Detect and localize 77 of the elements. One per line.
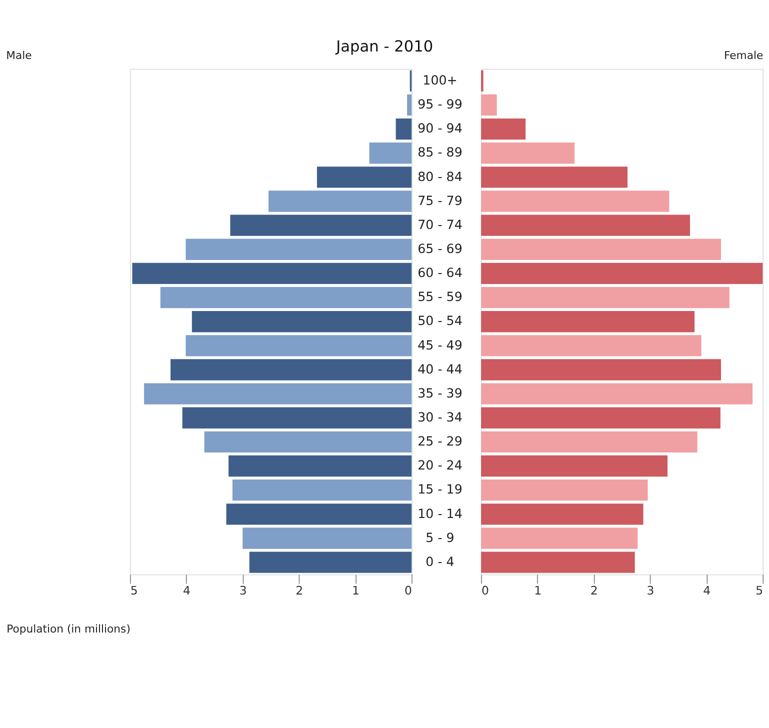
y-tick-label: 90 - 94 — [418, 120, 462, 136]
bar — [481, 238, 722, 260]
bar — [481, 118, 526, 140]
bar — [481, 335, 702, 356]
y-tick-label: 75 - 79 — [418, 192, 462, 208]
bar — [481, 455, 668, 477]
bar — [396, 118, 412, 140]
bar — [481, 528, 638, 549]
bar — [481, 407, 720, 428]
bar — [242, 528, 412, 549]
y-tick-label: 95 - 99 — [418, 96, 462, 112]
y-tick-label: 35 - 39 — [418, 385, 462, 400]
bar — [481, 552, 635, 573]
bar — [481, 480, 648, 501]
bar — [170, 359, 412, 380]
y-tick-label: 30 - 34 — [418, 409, 462, 424]
bar — [481, 190, 670, 212]
bar — [481, 262, 763, 284]
bar — [481, 142, 575, 164]
x-tick-label: 1 — [534, 584, 542, 598]
x-tick-label: 5 — [756, 584, 764, 598]
bar — [481, 94, 497, 116]
bar — [186, 238, 412, 260]
x-tick-label: 1 — [352, 584, 360, 598]
y-tick-label: 70 - 74 — [418, 216, 462, 232]
bar — [232, 480, 412, 501]
bar — [481, 166, 628, 188]
y-tick-label: 50 - 54 — [418, 313, 462, 328]
x-tick-label: 3 — [646, 584, 654, 598]
y-tick-label: 85 - 89 — [418, 144, 462, 160]
x-tick-label: 2 — [296, 584, 304, 598]
bar — [481, 383, 753, 404]
x-tick-label: 2 — [590, 584, 598, 598]
x-tick-label: 5 — [130, 584, 138, 598]
bar — [160, 286, 412, 308]
y-tick-label: 40 - 44 — [418, 361, 462, 376]
bar — [407, 94, 412, 116]
bar — [481, 311, 695, 332]
text: Female — [724, 48, 764, 62]
y-tick-label: 5 - 9 — [426, 530, 454, 545]
bar — [268, 190, 412, 212]
bar — [192, 311, 412, 332]
x-tick-label: 4 — [703, 584, 711, 598]
bar — [226, 504, 412, 525]
bar — [186, 335, 412, 356]
y-tick-label: 10 - 14 — [418, 506, 462, 521]
bar — [481, 431, 698, 453]
y-tick-label: 15 - 19 — [418, 482, 462, 497]
bar — [249, 552, 412, 573]
y-tick-label: 20 - 24 — [418, 458, 462, 473]
y-tick-label: 45 - 49 — [418, 337, 462, 352]
x-axis-title: Population (in millions) — [6, 622, 130, 636]
y-tick-label: 0 - 4 — [426, 554, 454, 569]
bar — [481, 214, 690, 236]
x-tick-label: 4 — [183, 584, 190, 598]
text: Male — [6, 48, 32, 62]
y-tick-label: 55 - 59 — [418, 289, 462, 304]
bar — [144, 383, 412, 404]
x-tick-label: 0 — [482, 584, 489, 598]
x-tick-label: 3 — [239, 584, 247, 598]
bar — [481, 359, 722, 380]
bar — [230, 214, 412, 236]
bar — [369, 142, 412, 164]
bar — [481, 504, 644, 525]
bar — [132, 262, 412, 284]
y-tick-label: 80 - 84 — [418, 168, 462, 184]
y-tick-label: 25 - 29 — [418, 434, 462, 449]
bar — [204, 431, 412, 453]
y-tick-label: 100+ — [422, 72, 458, 88]
x-tick-label: 0 — [404, 584, 412, 598]
chart-title: Japan - 2010 — [335, 37, 434, 56]
bar — [182, 407, 412, 428]
bar — [228, 455, 412, 477]
bar — [481, 286, 730, 308]
bar — [316, 166, 412, 188]
y-tick-label: 65 - 69 — [418, 241, 462, 256]
y-tick-label: 60 - 64 — [418, 265, 462, 280]
